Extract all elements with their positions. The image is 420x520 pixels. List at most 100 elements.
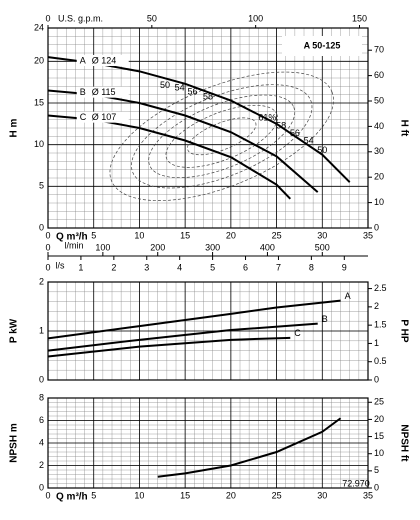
y2-tick-label: 60 xyxy=(374,70,384,80)
y-tick-label: 1 xyxy=(39,325,44,335)
y2-tick-label: 0 xyxy=(374,222,379,232)
label-bg xyxy=(76,86,129,98)
y2-tick-label: 10 xyxy=(374,197,384,207)
y2-tick-label: 1.5 xyxy=(374,320,387,330)
label-bg xyxy=(76,111,129,123)
series-label: A xyxy=(80,55,86,65)
extra-tick-label: 300 xyxy=(205,242,220,252)
efficiency-curves xyxy=(109,71,334,201)
y-tick-label: 2 xyxy=(39,276,44,286)
y2-tick-label: 15 xyxy=(374,431,384,441)
y-axis-label: P kW xyxy=(9,318,20,343)
top-tick-label: 50 xyxy=(147,13,157,23)
plot-border xyxy=(47,397,369,489)
efficiency-label: 54 xyxy=(175,82,185,92)
y-tick-label: 24 xyxy=(34,22,44,32)
y2-axis-label: P HP xyxy=(398,319,409,342)
x-tick-label: 30 xyxy=(317,490,327,500)
y-tick-label: 6 xyxy=(39,415,44,425)
extra-tick-label: 9 xyxy=(342,262,347,272)
efficiency-label: 58 xyxy=(203,92,213,102)
x-tick-label: 0 xyxy=(45,230,50,240)
series-label: A xyxy=(345,291,351,301)
top-axis-label: U.S. g.p.m. xyxy=(58,13,103,23)
extra-tick-label: 1 xyxy=(78,262,83,272)
efficiency-label: 56 xyxy=(187,87,197,97)
y2-tick-label: 5 xyxy=(374,465,379,475)
y-tick-label: 20 xyxy=(34,56,44,66)
plot-border xyxy=(47,281,369,381)
x-tick-label: 35 xyxy=(363,230,373,240)
y2-tick-label: 50 xyxy=(374,95,384,105)
efficiency-label: 50 xyxy=(317,145,327,155)
title-box xyxy=(282,36,362,56)
y-tick-label: 15 xyxy=(34,97,44,107)
x-tick-label: 5 xyxy=(91,490,96,500)
extra-tick-label: 0 xyxy=(45,262,50,272)
extra-axis-label: l/s xyxy=(56,260,66,270)
efficiency-label: 58 xyxy=(276,121,286,131)
extra-tick-label: 100 xyxy=(95,242,110,252)
extra-tick-label: 500 xyxy=(315,242,330,252)
note: 72.970 xyxy=(342,478,370,488)
x-tick-label: 20 xyxy=(226,490,236,500)
y2-tick-label: 30 xyxy=(374,146,384,156)
efficiency-label: 54 xyxy=(304,136,314,146)
efficiency-curve xyxy=(109,71,334,201)
x-tick-label: 10 xyxy=(134,490,144,500)
chart-title: A 50-125 xyxy=(304,40,341,50)
efficiency-curve xyxy=(187,117,257,156)
efficiency-curve xyxy=(165,104,278,168)
label-bg xyxy=(76,55,129,66)
extra-tick-label: 2 xyxy=(111,262,116,272)
y-tick-label: 10 xyxy=(34,139,44,149)
top-tick-label: 0 xyxy=(45,13,50,23)
x-tick-label: 20 xyxy=(226,230,236,240)
efficiency-label: 56 xyxy=(290,128,300,138)
y2-tick-label: 70 xyxy=(374,45,384,55)
y-axis-label: NPSH m xyxy=(9,423,20,463)
efficiency-label: 50 xyxy=(160,80,170,90)
curve xyxy=(157,417,342,478)
x-tick-label: 35 xyxy=(363,490,373,500)
y2-tick-label: 25 xyxy=(374,397,384,407)
efficiency-curve xyxy=(131,84,313,189)
x-tick-label: 25 xyxy=(272,230,282,240)
y2-tick-label: 20 xyxy=(374,414,384,424)
y-tick-label: 2 xyxy=(39,460,44,470)
y-tick-label: 0 xyxy=(39,374,44,384)
extra-tick-label: 7 xyxy=(276,262,281,272)
extra-tick-label: 8 xyxy=(309,262,314,272)
x-axis-label: Q m³/h xyxy=(56,492,88,503)
x-tick-label: 10 xyxy=(134,230,144,240)
diameter-label: Ø 107 xyxy=(92,112,117,122)
efficiency-label: 61% xyxy=(258,112,276,122)
y-tick-label: 4 xyxy=(39,437,44,447)
extra-tick-label: 5 xyxy=(210,262,215,272)
y2-tick-label: 2.5 xyxy=(374,283,387,293)
y-axis-label: H m xyxy=(9,118,20,137)
y-tick-label: 0 xyxy=(39,482,44,492)
x-tick-label: 15 xyxy=(180,490,190,500)
efficiency-curve xyxy=(148,94,296,179)
top-tick-label: 150 xyxy=(352,13,367,23)
curve xyxy=(47,299,341,340)
y-tick-label: 8 xyxy=(39,392,44,402)
x-tick-label: 5 xyxy=(91,230,96,240)
y2-tick-label: 1 xyxy=(374,338,379,348)
series-label: B xyxy=(322,314,328,324)
extra-axis-label: l/min xyxy=(64,240,83,250)
curve xyxy=(47,322,318,352)
x-axis-label: Q m³/h xyxy=(56,232,88,243)
series-label: B xyxy=(80,87,86,97)
extra-tick-label: 3 xyxy=(144,262,149,272)
y2-tick-label: 10 xyxy=(374,448,384,458)
y-tick-label: 5 xyxy=(39,181,44,191)
extra-tick-label: 0 xyxy=(45,242,50,252)
y2-tick-label: 0.5 xyxy=(374,356,387,366)
y2-tick-label: 0 xyxy=(374,482,379,492)
diameter-label: Ø 115 xyxy=(92,87,116,97)
plot-border xyxy=(47,27,369,229)
extra-tick-label: 6 xyxy=(243,262,248,272)
